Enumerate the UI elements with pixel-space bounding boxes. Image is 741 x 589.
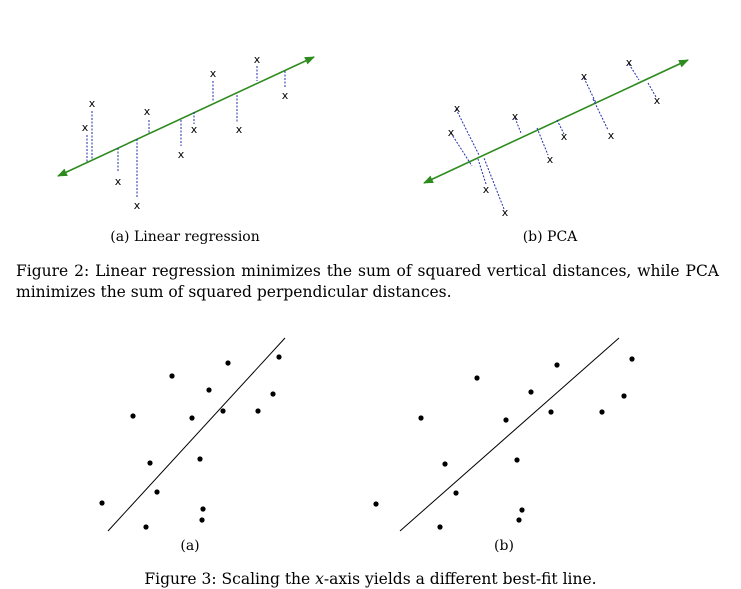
data-point-marker: x xyxy=(178,148,185,161)
residual-segment xyxy=(514,117,522,134)
data-point-marker: x xyxy=(448,126,455,139)
figure-3-caption-variable: x xyxy=(315,570,324,588)
data-point xyxy=(519,507,525,513)
data-point xyxy=(528,389,534,395)
data-point-marker: x xyxy=(236,123,243,136)
residual-segment xyxy=(647,82,657,98)
data-point xyxy=(442,461,448,467)
perpendicular-residuals xyxy=(450,63,657,210)
data-points: x x x x x x x x x x x xyxy=(82,53,289,212)
data-point-marker: x xyxy=(82,121,89,134)
data-point xyxy=(154,489,160,495)
figure-3-caption-prefix: Figure 3: Scaling the xyxy=(144,570,316,588)
data-point xyxy=(255,408,261,414)
data-point xyxy=(474,375,480,381)
data-point-marker: x xyxy=(512,110,519,123)
data-point xyxy=(621,393,627,399)
data-point xyxy=(276,354,282,360)
data-point xyxy=(199,517,205,523)
data-point xyxy=(197,456,203,462)
data-point-marker: x xyxy=(561,130,568,143)
data-point xyxy=(143,524,149,530)
data-point-marker: x xyxy=(254,53,261,66)
pca-plot: x x x x x x x x x x x xyxy=(423,56,689,219)
figure-3-caption: Figure 3: Scaling the x-axis yields a di… xyxy=(0,569,741,589)
best-fit-line xyxy=(107,337,286,532)
data-point-marker: x xyxy=(654,94,661,107)
data-point xyxy=(516,517,522,523)
data-point xyxy=(453,490,459,496)
residual-segment xyxy=(583,77,597,104)
data-point-marker: x xyxy=(483,183,490,196)
subfigure-caption-pca: (b) PCA xyxy=(522,229,578,245)
data-points: x x x x x x x x x x x xyxy=(448,56,661,219)
data-point xyxy=(373,501,379,507)
data-point xyxy=(147,460,153,466)
data-point xyxy=(418,415,424,421)
data-point xyxy=(514,457,520,463)
data-point-marker: x xyxy=(626,56,633,69)
residual-segment xyxy=(483,157,505,210)
data-point-marker: x xyxy=(115,175,122,188)
data-point xyxy=(554,362,560,368)
data-point xyxy=(169,373,175,379)
data-point-marker: x xyxy=(89,97,96,110)
data-point-marker: x xyxy=(191,123,198,136)
residual-segment xyxy=(477,158,487,185)
data-point-marker: x xyxy=(454,102,461,115)
data-point xyxy=(130,413,136,419)
data-point-marker: x xyxy=(282,89,289,102)
subfigure-caption-b: (b) xyxy=(494,538,514,554)
subfigure-caption-a: (a) xyxy=(180,538,200,554)
residual-segment xyxy=(628,63,640,81)
data-point-marker: x xyxy=(608,129,615,142)
data-point-marker: x xyxy=(210,67,217,80)
data-point xyxy=(99,500,105,506)
residual-segment xyxy=(455,108,480,156)
figure-2-caption: Figure 2: Linear regression minimizes th… xyxy=(16,262,719,301)
scatter-points xyxy=(99,354,282,530)
data-point-marker: x xyxy=(134,199,141,212)
data-point xyxy=(548,409,554,415)
scatter-points xyxy=(373,356,635,530)
regression-line xyxy=(57,56,315,177)
data-point xyxy=(206,387,212,393)
residual-segment xyxy=(536,127,549,156)
subfigure-caption-linear-regression: (a) Linear regression xyxy=(110,229,260,245)
data-point xyxy=(599,409,605,415)
residual-segment xyxy=(592,98,609,131)
data-point-marker: x xyxy=(502,206,509,219)
data-point xyxy=(225,360,231,366)
figure-3-caption-suffix: -axis yields a different best-fit line. xyxy=(323,570,597,588)
data-point-marker: x xyxy=(547,153,554,166)
principal-component-line xyxy=(423,59,689,184)
data-point xyxy=(200,506,206,512)
best-fit-line xyxy=(399,337,620,532)
data-point xyxy=(503,417,509,423)
residual-segment xyxy=(556,119,565,135)
data-point-marker: x xyxy=(581,70,588,83)
vertical-residuals xyxy=(86,66,286,197)
data-point xyxy=(437,524,443,530)
data-point xyxy=(270,391,276,397)
scatter-plot-b xyxy=(373,337,635,532)
data-point-marker: x xyxy=(144,105,151,118)
linear-regression-plot: x x x x x x x x x x x xyxy=(57,53,315,212)
data-point xyxy=(220,408,226,414)
residual-segment xyxy=(450,132,473,167)
scatter-plot-a xyxy=(99,337,286,532)
data-point xyxy=(189,415,195,421)
data-point xyxy=(629,356,635,362)
